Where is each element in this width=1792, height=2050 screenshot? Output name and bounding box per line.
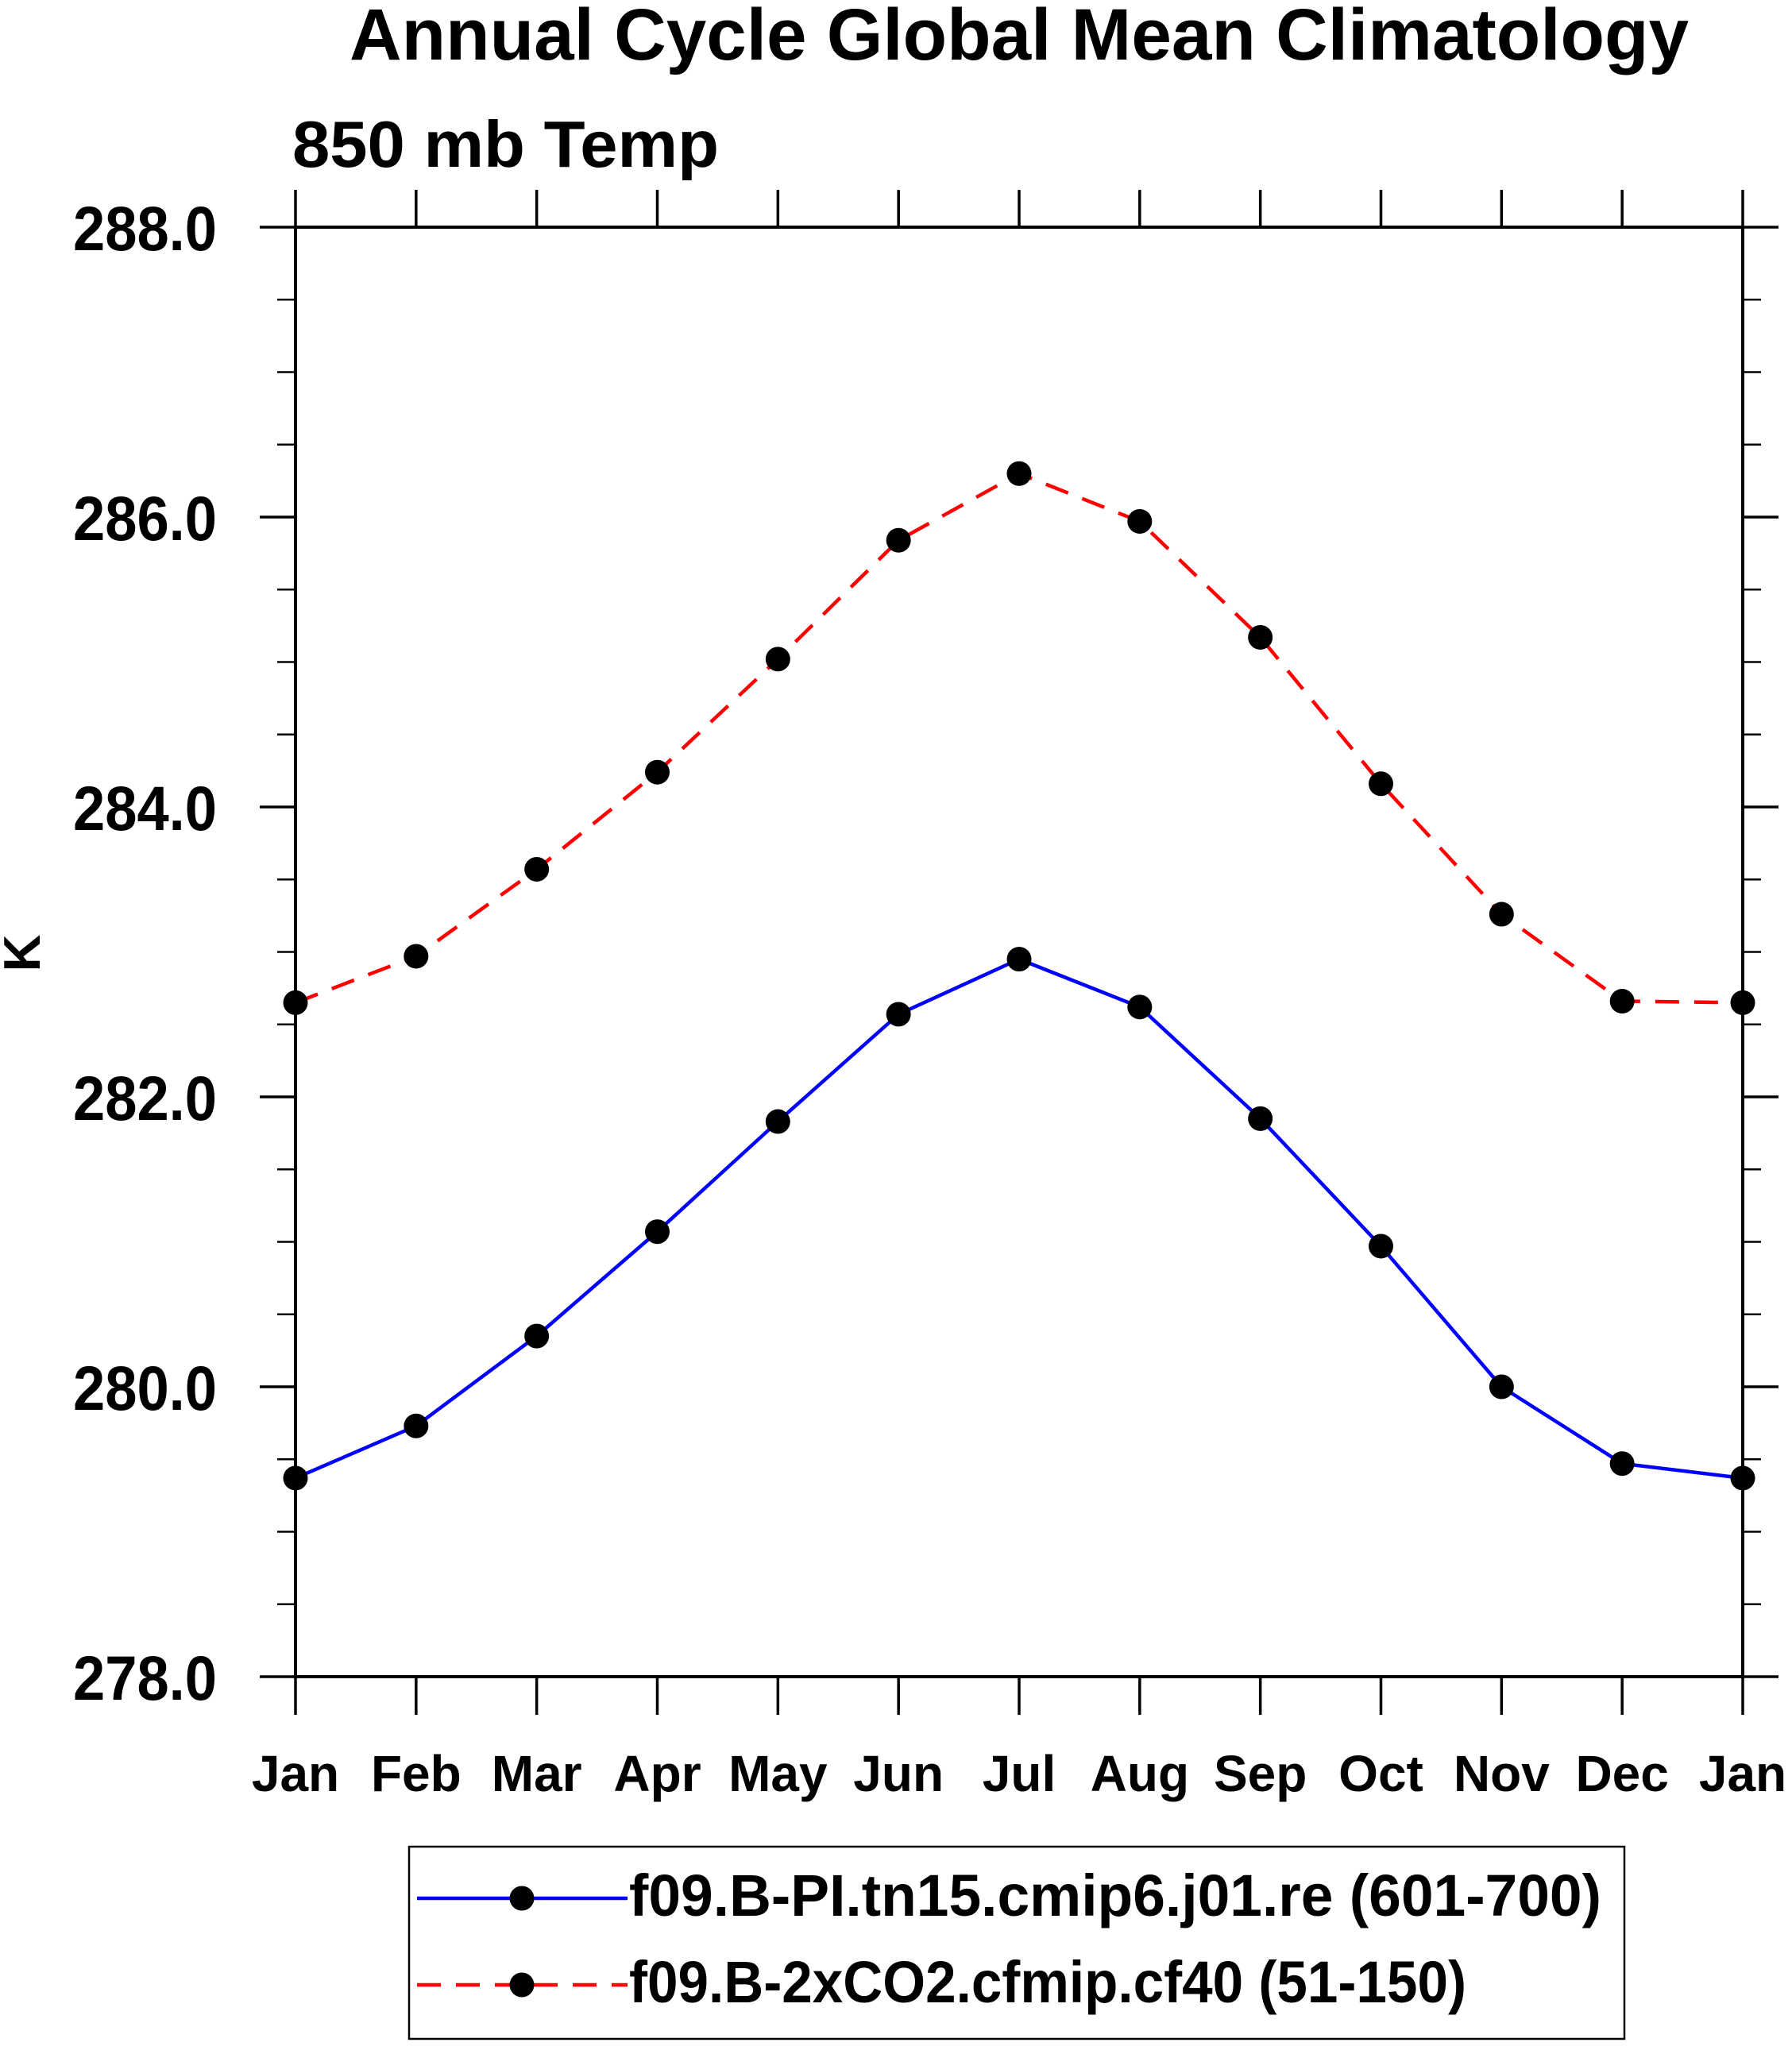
- y-axis-title: K: [0, 934, 51, 971]
- y-axis-tick-labels: 278.0 280.0 282.0 284.0 286.0 288.0: [73, 193, 217, 1713]
- y-tick-label: 284.0: [73, 773, 217, 844]
- legend-box: [407, 1845, 1626, 2040]
- legend-label: f09.B-2xCO2.cfmip.cf40 (51-150): [629, 1949, 1466, 2015]
- data-point-marker: [1006, 461, 1032, 486]
- data-point-marker: [1489, 1374, 1514, 1399]
- x-tick-label: Nov: [1454, 1745, 1550, 1802]
- data-point-marker: [1730, 990, 1755, 1015]
- data-point-marker: [283, 1465, 308, 1491]
- series-line-dashed: [295, 471, 1744, 1005]
- data-point-marker: [645, 1219, 670, 1245]
- data-point-marker: [1369, 1233, 1393, 1259]
- data-point-marker: [1730, 1465, 1755, 1491]
- legend-label: f09.B-PI.tn15.cmip6.j01.re (601-700): [629, 1863, 1601, 1928]
- x-axis-ticks-bottom: [294, 1677, 1744, 1715]
- data-point-marker: [1127, 508, 1153, 534]
- chart-subtitle: 850 mb Temp: [292, 107, 719, 181]
- x-tick-label: Mar: [492, 1745, 582, 1802]
- data-point-marker: [1609, 989, 1635, 1014]
- series-lines: [295, 471, 1744, 1481]
- data-point-marker: [1609, 1451, 1635, 1477]
- y-tick-label: 286.0: [73, 483, 217, 554]
- x-tick-label: May: [728, 1745, 828, 1802]
- data-point-marker: [765, 647, 790, 672]
- y-tick-label: 288.0: [73, 193, 217, 264]
- data-point-marker: [1248, 624, 1273, 650]
- data-point-marker: [1489, 901, 1514, 927]
- legend-marker: [509, 1886, 535, 1911]
- data-point-marker: [524, 856, 550, 882]
- series-markers: [283, 461, 1755, 1491]
- data-point-marker: [886, 1002, 911, 1027]
- y-tick-label: 280.0: [73, 1353, 217, 1423]
- x-tick-label: Jul: [983, 1745, 1056, 1802]
- y-axis-ticks-left: [260, 226, 295, 1678]
- y-tick-label: 282.0: [73, 1063, 217, 1133]
- x-tick-label: Jun: [853, 1745, 944, 1802]
- chart-title: Annual Cycle Global Mean Climatology: [350, 0, 1689, 75]
- data-point-marker: [404, 944, 429, 969]
- x-tick-label: Feb: [371, 1745, 462, 1802]
- series-line-solid: [295, 957, 1744, 1481]
- plot-frame: [294, 226, 1744, 1678]
- data-point-marker: [1248, 1106, 1273, 1131]
- data-point-marker: [404, 1413, 429, 1438]
- data-point-marker: [524, 1323, 550, 1349]
- x-tick-label: Oct: [1338, 1745, 1423, 1802]
- legend-marker: [509, 1972, 535, 1998]
- data-point-marker: [886, 527, 911, 553]
- x-tick-label: Aug: [1091, 1745, 1189, 1802]
- y-tick-label: 278.0: [73, 1643, 217, 1713]
- x-tick-label: Jan: [252, 1745, 339, 1802]
- legend: f09.B-PI.tn15.cmip6.j01.re (601-700) f09.…: [407, 1845, 1626, 2040]
- y-axis-ticks-right: [1743, 226, 1778, 1678]
- x-tick-label: Dec: [1575, 1745, 1668, 1802]
- data-point-marker: [1369, 771, 1393, 797]
- x-axis-tick-labels: Jan Feb Mar Apr May Jun Jul Aug Sep Oct Nov Dec Jan: [252, 1745, 1786, 1802]
- x-tick-label: Jan: [1699, 1745, 1786, 1802]
- x-axis-ticks-top: [294, 190, 1744, 227]
- x-tick-label: Apr: [613, 1745, 701, 1802]
- data-point-marker: [645, 759, 670, 785]
- data-point-marker: [1127, 994, 1153, 1020]
- data-point-marker: [1006, 947, 1032, 972]
- data-point-marker: [283, 990, 308, 1015]
- x-tick-label: Sep: [1214, 1745, 1307, 1802]
- data-point-marker: [765, 1109, 790, 1134]
